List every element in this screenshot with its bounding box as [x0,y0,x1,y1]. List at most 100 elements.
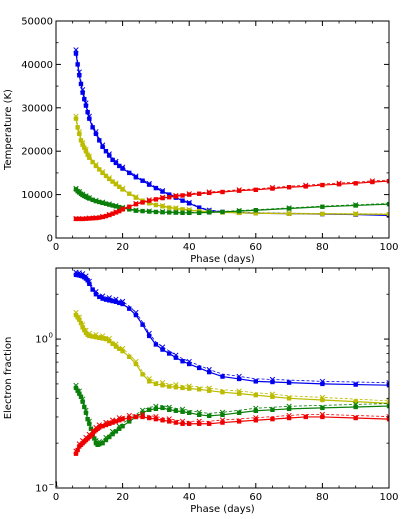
series-3-line [75,416,389,454]
series-2-point [82,404,87,410]
x-tick-label: 40 [183,242,196,253]
plot-area [73,269,389,456]
series-0-point [147,182,152,187]
series-2-point [160,405,165,411]
series-1-point [90,159,95,165]
series-0-cross-marker [73,47,79,53]
series-1-cross-marker [79,140,86,146]
series-0-cross-marker [93,129,99,135]
series-0-point [103,297,109,302]
series-0-point [320,381,325,387]
series-3-cross-marker [166,416,172,422]
series-3-point [120,416,125,422]
series-2-cross-marker [133,207,139,213]
series-0-point [127,170,132,176]
series-1-cross-marker [99,168,106,175]
series-0-point [110,157,115,163]
series-2-point [167,210,172,215]
series-2-cross-marker [166,404,172,410]
series-1-point [120,348,125,354]
series-0-point [107,298,112,303]
series-1-cross-marker [79,322,86,328]
series-1-cross-marker [236,388,242,394]
series-2-cross-marker [186,209,192,215]
series-2-point [78,394,84,399]
series-3-point [97,215,102,220]
series-1-point [133,195,139,200]
series-1-point [206,388,212,393]
series-1-point [82,327,87,333]
series-3-point [167,419,172,424]
series-0-cross-marker [76,69,82,75]
y-tick-label: 10 [35,484,48,495]
series-3-point [180,421,185,426]
y-axis-label: Electron fraction [3,337,14,420]
series-0-point [103,149,109,154]
series-3-point [253,187,258,193]
series-3-point [103,213,109,219]
series-0-point [90,287,95,292]
series-3-point [180,193,185,198]
temperature-panel: 0 20 40 60 80 100 0 10000 20000 30000 40000 50000 Ph… [3,17,399,266]
series-1-point [286,396,292,401]
series-2-point [120,423,125,429]
series-0-point [82,96,87,102]
series-2-point [253,208,258,213]
series-1-cross-marker [386,398,389,404]
series-1-point [117,184,122,189]
y-tick-label: 20000 [21,147,53,158]
series-2-point [103,201,109,206]
series-1-cross-marker [119,185,126,192]
series-0-point [93,131,99,137]
series-3-point [133,414,139,420]
series-0-cross-marker [119,164,126,170]
series-0-cross-marker [319,378,326,385]
series-2-point [353,404,358,410]
series-1-cross-marker [269,391,276,397]
series-1-point [110,179,115,184]
series-1-point [153,381,159,387]
series-2-point [180,409,185,414]
series-1-point [270,394,275,399]
series-1-cross-marker [159,380,166,386]
series-0-point [73,51,79,56]
series-1-cross-marker [76,314,82,320]
series-0-point [206,369,212,375]
series-3-point [386,416,389,422]
series-1-cross-marker [319,394,326,401]
series-3-point [140,414,145,420]
series-3-cross-marker [319,411,326,418]
series-3-point [336,181,342,187]
series-1-point [167,205,172,210]
series-1-point [386,401,389,406]
series-3-cross-marker [126,412,132,419]
series-1-point [107,176,112,182]
series-3-cross-marker [133,200,139,207]
series-2-point [140,208,145,214]
series-0-point [196,205,202,210]
series-0-point [117,300,122,306]
series-0-point [220,374,225,379]
y-tick-exponent: 0 [49,332,53,340]
series-0-point [113,160,119,166]
series-0-cross-marker [236,373,242,380]
series-1-point [253,392,258,398]
series-2-cross-marker [236,207,242,214]
series-2-point [90,197,95,203]
series-1-point [103,336,109,342]
series-1-point [87,333,92,339]
series-3-point [353,415,358,421]
series-3-cross-marker [153,413,159,420]
series-0-cross-marker [146,330,152,337]
series-3-point [117,418,122,423]
series-0-point [120,301,125,307]
series-0-point [83,103,89,108]
series-1-point [100,336,105,341]
series-1-cross-marker [73,309,79,316]
series-0-cross-marker [83,100,89,106]
series-3-point [160,418,165,423]
series-1-point [147,379,152,384]
series-1-point [83,149,89,154]
